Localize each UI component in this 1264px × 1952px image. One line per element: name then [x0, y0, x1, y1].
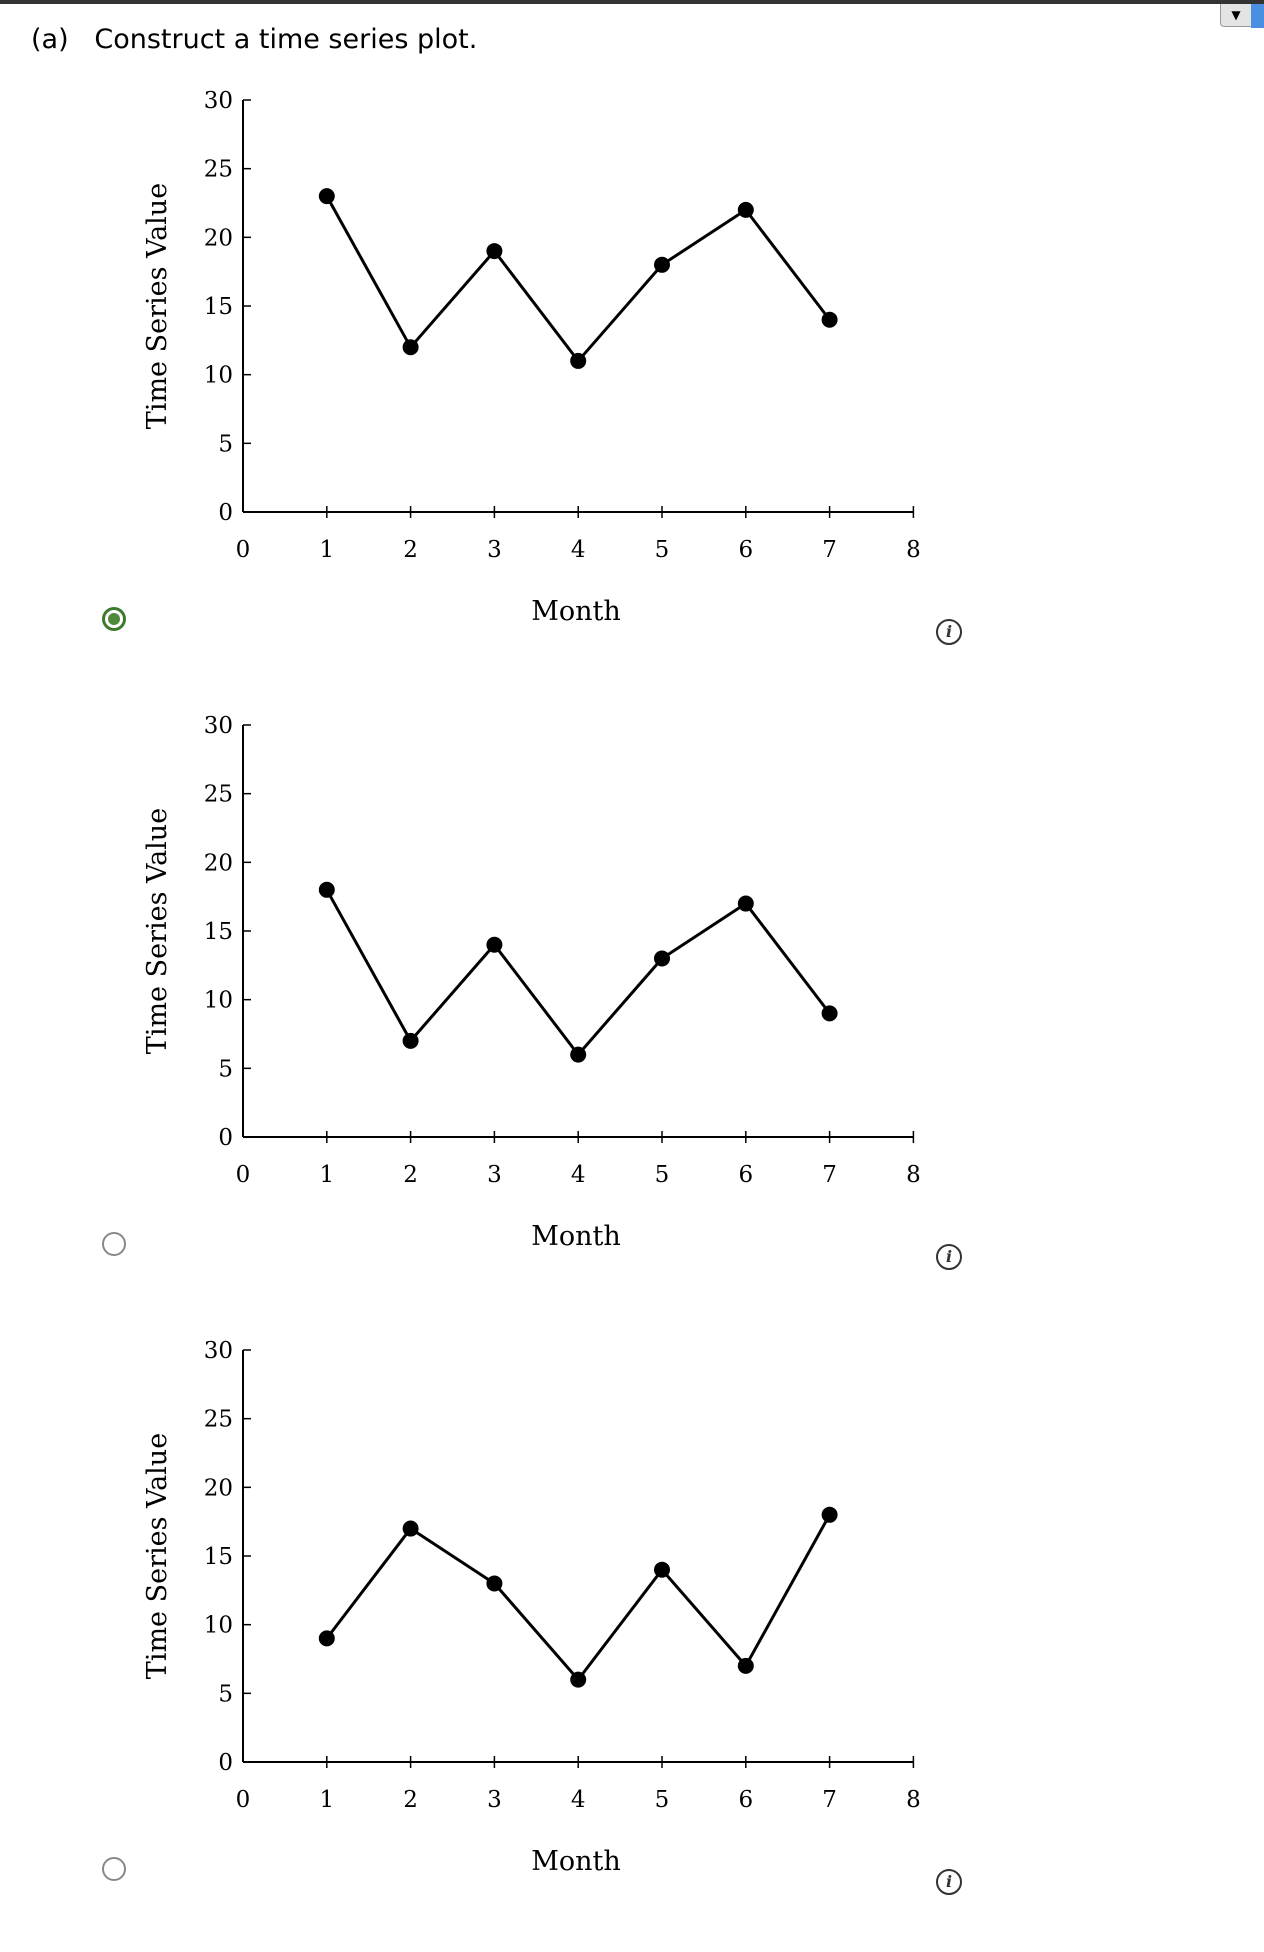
x-tick-label: 4 — [571, 1787, 586, 1813]
question-title: (a) Construct a time series plot. — [31, 24, 478, 55]
x-tick-label: 4 — [571, 537, 586, 563]
data-point — [654, 950, 670, 967]
y-tick-label: 20 — [204, 850, 233, 876]
y-tick-label: 25 — [204, 782, 233, 808]
data-point — [318, 1630, 335, 1647]
scrollbar-accent — [1251, 4, 1264, 28]
x-axis-label: Month — [531, 1221, 621, 1249]
x-tick-label: 8 — [906, 1787, 921, 1813]
y-axis-label: Time Series Value — [142, 808, 173, 1054]
x-tick-label: 5 — [655, 1162, 670, 1188]
info-icon[interactable]: i — [936, 1244, 962, 1270]
x-tick-label: 2 — [403, 1162, 418, 1188]
y-tick-label: 5 — [218, 1681, 233, 1707]
x-tick-label: 4 — [571, 1162, 586, 1188]
data-point — [737, 1657, 754, 1674]
data-point — [318, 881, 335, 898]
x-axis-label: Month — [531, 596, 621, 624]
data-point — [402, 339, 419, 356]
x-tick-label: 0 — [236, 537, 251, 563]
data-point — [402, 1520, 419, 1537]
x-tick-label: 2 — [403, 537, 418, 563]
x-tick-label: 8 — [906, 1162, 921, 1188]
data-point — [486, 936, 503, 953]
data-point — [821, 1506, 838, 1523]
answer-option-1: 0 5 10 15 20 25 30 0 1 2 3 4 5 6 7 8 Month Time Series Va… — [0, 0, 1264, 645]
y-tick-label: 5 — [218, 1056, 233, 1082]
y-axis-label: Time Series Value — [142, 1433, 173, 1679]
time-series-chart: 0 5 10 15 20 25 30 0 1 2 3 4 5 6 7 8 Month Time Series Va… — [142, 713, 921, 1249]
data-point — [821, 1005, 838, 1022]
x-tick-label: 2 — [403, 1787, 418, 1813]
x-tick-label: 7 — [822, 537, 837, 563]
x-tick-label: 5 — [655, 537, 670, 563]
y-tick-label: 20 — [204, 225, 233, 251]
x-tick-label: 6 — [738, 1787, 753, 1813]
series-line — [325, 195, 831, 364]
top-border — [0, 0, 1264, 4]
data-point — [654, 256, 670, 273]
y-tick-label: 0 — [218, 500, 233, 526]
y-tick-label: 30 — [204, 1338, 233, 1364]
time-series-chart: 0 5 10 15 20 25 30 0 1 2 3 4 5 6 7 8 Month Time Series Va… — [142, 88, 921, 624]
data-point — [654, 1561, 670, 1578]
x-tick-label: 1 — [319, 1162, 334, 1188]
data-point — [570, 352, 587, 369]
y-tick-label: 30 — [204, 713, 233, 739]
data-point — [737, 895, 754, 912]
y-tick-label: 15 — [204, 294, 233, 320]
y-tick-label: 20 — [204, 1475, 233, 1501]
y-tick-label: 25 — [204, 1407, 233, 1433]
answer-radio-3[interactable] — [102, 1857, 126, 1881]
answer-option-2: 0 5 10 15 20 25 30 0 1 2 3 4 5 6 7 8 Month Time Series Va… — [0, 625, 1264, 1270]
x-tick-label: 3 — [487, 537, 502, 563]
y-tick-label: 5 — [218, 431, 233, 457]
x-tick-label: 3 — [487, 1162, 502, 1188]
y-tick-label: 10 — [204, 988, 233, 1014]
y-tick-label: 15 — [204, 1544, 233, 1570]
x-tick-label: 8 — [906, 537, 921, 563]
x-tick-label: 5 — [655, 1787, 670, 1813]
x-tick-label: 1 — [319, 537, 334, 563]
y-tick-label: 10 — [204, 363, 233, 389]
info-icon[interactable]: i — [936, 1869, 962, 1895]
y-axis-label: Time Series Value — [142, 183, 173, 429]
data-point — [402, 1032, 419, 1049]
series-line — [325, 1514, 831, 1682]
x-tick-label: 6 — [738, 1162, 753, 1188]
x-tick-label: 7 — [822, 1787, 837, 1813]
x-tick-label: 7 — [822, 1162, 837, 1188]
data-point — [570, 1671, 587, 1688]
time-series-chart: 0 5 10 15 20 25 30 0 1 2 3 4 5 6 7 8 Month Time Series Va… — [142, 1338, 921, 1874]
x-tick-label: 3 — [487, 1787, 502, 1813]
data-point — [318, 188, 335, 205]
data-point — [821, 311, 838, 328]
y-tick-label: 15 — [204, 919, 233, 945]
y-tick-label: 30 — [204, 88, 233, 114]
x-axis-label: Month — [531, 1846, 621, 1874]
x-tick-label: 6 — [738, 537, 753, 563]
y-tick-label: 0 — [218, 1125, 233, 1151]
data-point — [486, 1575, 503, 1592]
answer-radio-1[interactable] — [102, 607, 126, 631]
y-tick-label: 10 — [204, 1613, 233, 1639]
x-tick-label: 1 — [319, 1787, 334, 1813]
data-point — [570, 1046, 587, 1063]
answer-radio-2[interactable] — [102, 1232, 126, 1256]
dropdown-arrow-icon: ▼ — [1220, 4, 1251, 27]
x-tick-label: 0 — [236, 1787, 251, 1813]
answer-option-3: 0 5 10 15 20 25 30 0 1 2 3 4 5 6 7 8 Month Time Series Va… — [0, 1250, 1264, 1895]
series-line — [325, 889, 831, 1057]
y-tick-label: 0 — [218, 1750, 233, 1776]
x-tick-label: 0 — [236, 1162, 251, 1188]
y-tick-label: 25 — [204, 157, 233, 183]
dropdown-menu-button[interactable]: ▼ — [1220, 4, 1264, 28]
data-point — [737, 201, 754, 218]
info-icon[interactable]: i — [936, 619, 962, 645]
data-point — [486, 243, 503, 260]
